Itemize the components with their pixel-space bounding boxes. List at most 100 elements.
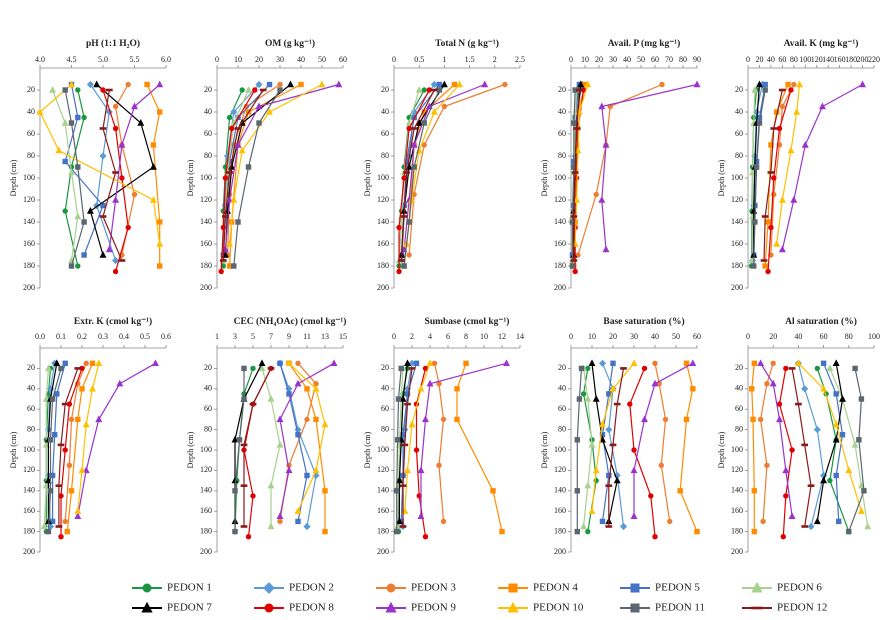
data-point <box>776 401 783 407</box>
data-point <box>62 360 68 367</box>
y-tick-label: 120 <box>23 465 35 474</box>
y-tick-label: 80 <box>27 424 35 433</box>
series-line <box>39 84 161 245</box>
data-point <box>613 402 621 406</box>
data-point <box>395 476 403 484</box>
data-point <box>832 435 840 443</box>
data-point <box>276 440 284 448</box>
data-point <box>783 493 789 499</box>
data-point <box>226 240 234 247</box>
y-axis-label: Depth (cm) <box>540 159 549 196</box>
data-point <box>598 359 607 367</box>
x-tick-label: 14 <box>516 332 524 341</box>
data-point <box>592 466 600 474</box>
data-point <box>826 364 834 372</box>
data-point <box>112 256 120 265</box>
data-point <box>683 360 690 367</box>
data-point <box>75 114 81 121</box>
series-line <box>759 363 774 522</box>
y-tick-label: 120 <box>200 195 212 204</box>
data-point <box>404 359 411 366</box>
data-point <box>55 146 63 154</box>
data-point <box>576 88 583 92</box>
data-point <box>791 81 797 88</box>
y-tick-label: 160 <box>377 239 389 248</box>
x-tick-label: 5.0 <box>98 55 108 64</box>
data-point <box>631 447 637 453</box>
data-point <box>451 81 458 88</box>
y-tick-label: 160 <box>731 239 743 248</box>
y-axis-label: Depth (cm) <box>363 159 372 196</box>
y-tick-label: 160 <box>554 239 566 248</box>
data-point <box>801 385 809 393</box>
data-point <box>574 528 580 535</box>
data-point <box>226 114 233 121</box>
data-point <box>229 125 235 132</box>
data-point <box>141 601 153 613</box>
data-point <box>99 152 107 160</box>
data-point <box>406 252 412 258</box>
data-point <box>795 402 802 406</box>
data-point <box>574 488 580 494</box>
x-tick-label: 4 <box>428 332 432 341</box>
data-point <box>813 426 821 434</box>
data-point <box>74 512 82 519</box>
y-axis-label: Depth (cm) <box>186 431 195 468</box>
data-point <box>68 488 75 494</box>
data-point <box>68 263 75 269</box>
data-point <box>762 87 768 93</box>
data-point <box>57 443 65 447</box>
data-point <box>398 365 404 372</box>
y-tick-label: 60 <box>735 129 743 138</box>
y-tick-label: 200 <box>377 547 389 556</box>
data-point <box>312 466 320 474</box>
data-point <box>404 391 411 397</box>
data-point <box>89 384 96 392</box>
data-point <box>760 518 766 525</box>
data-point <box>264 603 274 613</box>
x-tick-label: 90 <box>693 55 701 64</box>
data-point <box>569 263 576 269</box>
data-point <box>573 196 581 203</box>
y-tick-label: 60 <box>381 404 389 413</box>
legend-label: PEDON 1 <box>167 582 212 594</box>
data-point <box>95 359 103 366</box>
x-tick-label: 13 <box>321 332 329 341</box>
y-tick-label: 140 <box>200 217 212 226</box>
data-point <box>157 263 163 269</box>
data-point <box>312 384 320 392</box>
y-tick-label: 80 <box>204 151 212 160</box>
data-point <box>385 601 397 613</box>
data-point <box>303 522 311 531</box>
data-point <box>677 488 683 494</box>
data-point <box>767 171 775 174</box>
legend-label: PEDON 8 <box>289 602 334 614</box>
data-point <box>757 416 764 423</box>
data-point <box>131 102 138 110</box>
data-point <box>570 215 578 218</box>
x-tick-label: 2.5 <box>515 55 525 64</box>
data-point <box>75 164 81 170</box>
data-point <box>231 263 237 269</box>
chart-title: Avail. K (mg kg⁻¹) <box>784 38 859 49</box>
x-tick-label: 60 <box>820 332 828 341</box>
data-point <box>641 415 648 423</box>
data-point <box>658 462 664 468</box>
data-point <box>45 528 52 535</box>
data-point <box>769 379 777 387</box>
data-point <box>156 240 164 247</box>
y-tick-label: 100 <box>23 173 35 182</box>
data-point <box>99 251 107 258</box>
data-point <box>125 224 131 231</box>
y-tick-label: 100 <box>377 445 389 454</box>
data-point <box>36 108 44 115</box>
data-point <box>413 447 420 453</box>
data-point <box>463 360 469 367</box>
data-point <box>602 141 610 148</box>
data-point <box>40 522 48 530</box>
chart-title: Extr. K (cmol kg⁻¹) <box>74 316 152 327</box>
x-tick-label: 4.0 <box>35 55 45 64</box>
data-point <box>75 263 81 269</box>
data-point <box>839 432 846 438</box>
